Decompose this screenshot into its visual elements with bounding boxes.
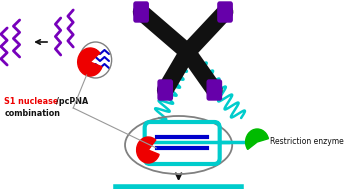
FancyBboxPatch shape — [134, 2, 148, 22]
FancyBboxPatch shape — [207, 80, 222, 100]
Text: Restriction enzyme: Restriction enzyme — [270, 138, 343, 146]
Text: /pcPNA: /pcPNA — [56, 97, 89, 106]
FancyBboxPatch shape — [218, 2, 232, 22]
FancyBboxPatch shape — [158, 80, 172, 100]
Text: combination: combination — [5, 109, 60, 118]
Text: S1 nuclease: S1 nuclease — [5, 97, 59, 106]
Wedge shape — [78, 48, 102, 76]
Wedge shape — [137, 137, 159, 163]
Wedge shape — [246, 129, 268, 149]
